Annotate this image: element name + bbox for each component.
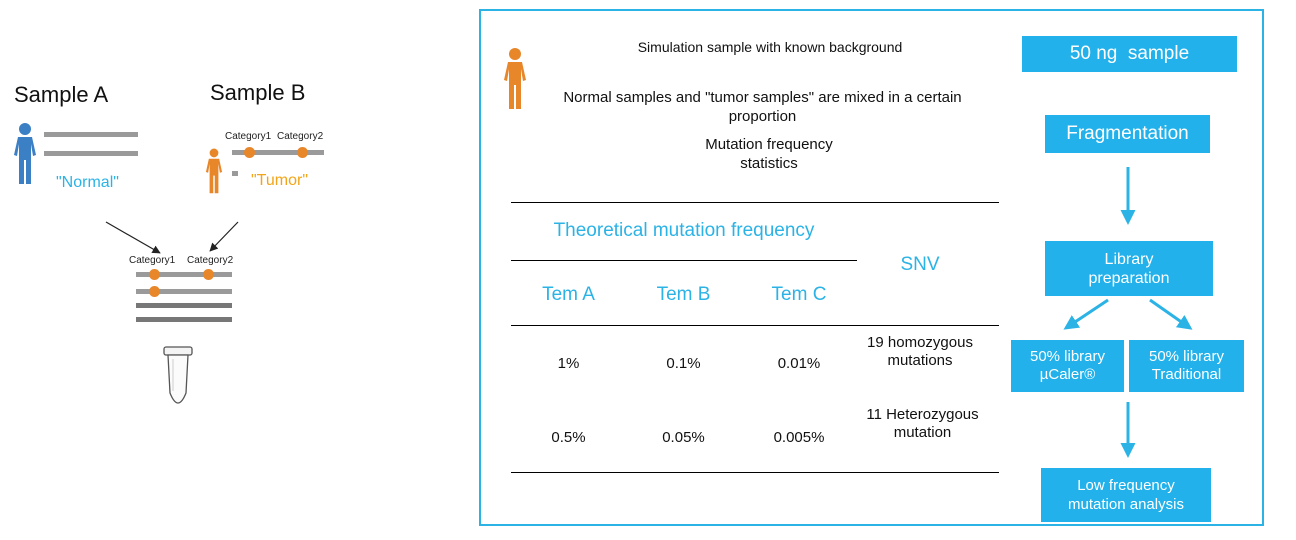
mix-description: Normal samples and "tumor samples" are m… xyxy=(563,89,962,125)
mix-strand-2 xyxy=(136,289,232,294)
tumor-strand xyxy=(232,150,324,155)
tumor-strand-short xyxy=(232,171,238,176)
normal-label: "Normal" xyxy=(56,174,119,191)
col-header-tem-b: Tem B xyxy=(656,284,711,305)
simulation-title: Simulation sample with known background xyxy=(637,39,903,55)
sample-a-label: Sample A xyxy=(14,82,109,107)
orange-person-icon xyxy=(504,48,526,109)
mix-category2-label: Category2 xyxy=(187,255,234,266)
row1-tem-a: 1% xyxy=(557,355,580,372)
normal-strand-2 xyxy=(44,151,138,156)
table-top-rule xyxy=(511,202,999,203)
snv-header: SNV xyxy=(900,254,940,275)
normal-strand-1 xyxy=(44,132,138,137)
fragmentation-box: Fragmentation xyxy=(1045,115,1210,153)
mix-strand-4 xyxy=(136,317,232,322)
row2-tem-b: 0.05% xyxy=(662,429,705,446)
row2-snv: 11 Heterozygous mutation xyxy=(866,406,979,441)
category2-label: Category2 xyxy=(277,131,324,142)
theoretical-frequency-header: Theoretical mutation frequency xyxy=(553,220,815,241)
row1-tem-b: 0.1% xyxy=(666,355,701,372)
sample-box: 50 ng sample xyxy=(1022,36,1237,72)
mix-mutation-dot-1 xyxy=(149,269,160,280)
row2-tem-a: 0.5% xyxy=(551,429,586,446)
test-tube-icon xyxy=(163,346,193,404)
table-bottom-rule xyxy=(511,472,999,473)
library-prep-box: Library preparation xyxy=(1045,241,1213,296)
category1-label: Category1 xyxy=(225,131,272,142)
mix-mutation-dot-2 xyxy=(203,269,214,280)
tumor-mutation-dot-2 xyxy=(297,147,308,158)
normal-person-icon xyxy=(14,123,36,184)
flow-arrows xyxy=(1063,167,1193,458)
mix-arrows xyxy=(105,221,239,254)
tumor-label: "Tumor" xyxy=(251,172,308,189)
header-bottom-rule xyxy=(511,325,999,326)
tumor-mutation-dot-1 xyxy=(244,147,255,158)
row2-tem-c: 0.005% xyxy=(773,429,825,446)
stats-description: Mutation frequency statistics xyxy=(705,136,833,172)
mix-strand-3 xyxy=(136,303,232,308)
analysis-box: Low frequency mutation analysis xyxy=(1041,468,1211,522)
tumor-person-icon xyxy=(205,148,223,194)
col-header-tem-a: Tem A xyxy=(542,284,595,305)
sample-b-label: Sample B xyxy=(210,80,306,105)
traditional-library-box: 50% library Traditional xyxy=(1129,340,1244,392)
experiment-panel xyxy=(479,9,1264,526)
mix-mutation-dot-3 xyxy=(149,286,160,297)
ucaler-library-box: 50% library µCaler® xyxy=(1011,340,1124,392)
row1-tem-c: 0.01% xyxy=(777,355,821,372)
group-header-rule xyxy=(511,260,857,261)
mix-category1-label: Category1 xyxy=(129,255,176,266)
col-header-tem-c: Tem C xyxy=(771,284,827,305)
mix-strand-1 xyxy=(136,272,232,277)
row1-snv: 19 homozygous mutations xyxy=(867,334,973,369)
